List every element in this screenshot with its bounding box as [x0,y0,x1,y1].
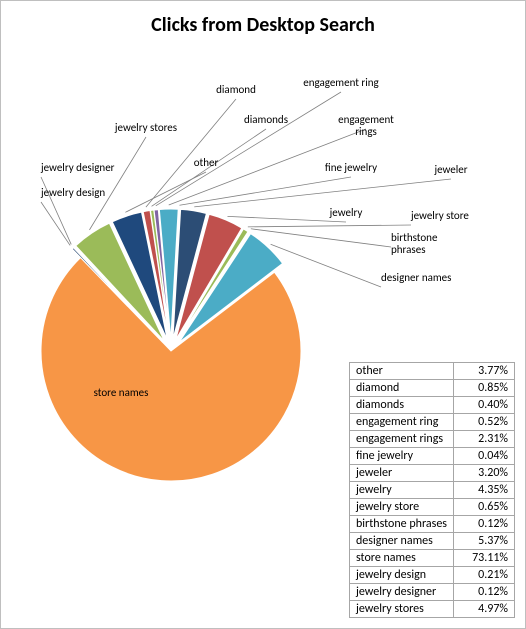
table-cell-pct: 0.12% [454,516,515,533]
table-cell-pct: 5.37% [454,533,515,550]
table-row: diamond0.85% [350,380,515,397]
table-cell-pct: 0.65% [454,499,515,516]
slice-label-jeweler: jeweler [433,163,467,176]
table-cell-label: engagement rings [350,431,454,448]
leader-line [156,92,341,206]
table-cell-pct: 0.52% [454,414,515,431]
leader-line [227,216,346,222]
slice-label-birthstone_phrases: birthstonephrases [391,231,438,256]
chart-frame: Clicks from Desktop Search otherdiamondd… [0,0,526,629]
table-cell-label: engagement ring [350,414,454,431]
table-cell-pct: 3.20% [454,465,515,482]
table-cell-pct: 0.04% [454,448,515,465]
table-cell-label: jeweler [350,465,454,482]
table-row: store names73.11% [350,550,515,567]
table-cell-pct: 4.97% [454,601,515,618]
table-cell-label: jewelry stores [350,601,454,618]
table-row: jewelry store0.65% [350,499,515,516]
slice-label-store_names: store names [94,386,149,399]
slice-label-fine_jewelry: fine jewelry [325,161,377,174]
slice-label-jewelry_designer: jewelry designer [40,161,115,174]
slice-label-diamond: diamond [216,83,256,96]
table-cell-label: diamonds [350,397,454,414]
slice-label-engagement_ring: engagement ring [303,76,378,89]
table-row: other3.77% [350,363,515,380]
table-cell-label: fine jewelry [350,448,454,465]
leader-line [271,244,381,287]
table-row: engagement rings2.31% [350,431,515,448]
leader-line [251,229,391,247]
table-cell-pct: 4.35% [454,482,515,499]
table-cell-label: jewelry store [350,499,454,516]
table-cell-pct: 0.21% [454,567,515,584]
leader-line [194,179,451,207]
table-cell-label: jewelry [350,482,454,499]
slice-label-diamonds: diamonds [244,113,288,126]
leader-line [248,225,411,227]
slice-label-jewelry_store: jewelry store [410,209,469,222]
table-cell-label: other [350,363,454,380]
table-cell-label: jewelry design [350,567,454,584]
table-cell-pct: 0.12% [454,584,515,601]
table-row: engagement ring0.52% [350,414,515,431]
table-cell-label: birthstone phrases [350,516,454,533]
table-cell-label: jewelry designer [350,584,454,601]
table-row: diamonds0.40% [350,397,515,414]
table-cell-pct: 73.11% [454,550,515,567]
slice-label-jewelry_stores: jewelry stores [114,121,177,134]
table-row: jewelry4.35% [350,482,515,499]
table-row: jewelry designer0.12% [350,584,515,601]
table-cell-pct: 2.31% [454,431,515,448]
table-row: birthstone phrases0.12% [350,516,515,533]
table-row: jewelry design0.21% [350,567,515,584]
table-cell-pct: 0.40% [454,397,515,414]
data-table: other3.77%diamond0.85%diamonds0.40%engag… [349,362,515,618]
table-row: jeweler3.20% [350,465,515,482]
table-cell-label: designer names [350,533,454,550]
leader-line [146,99,236,207]
slice-label-other: other [194,156,219,169]
slice-label-designer_names: designer names [381,271,451,284]
chart-title: Clicks from Desktop Search [1,13,525,37]
slice-label-jewelry_design: jewelry design [40,186,105,199]
table-cell-label: diamond [350,380,454,397]
slice-label-engagement_rings: engagementrings [338,113,394,138]
table-row: designer names5.37% [350,533,515,550]
table-cell-pct: 0.85% [454,380,515,397]
table-row: fine jewelry0.04% [350,448,515,465]
table-row: jewelry stores4.97% [350,601,515,618]
table-cell-label: store names [350,550,454,567]
slice-label-jewelry: jewelry [329,206,363,219]
table-cell-pct: 3.77% [454,363,515,380]
